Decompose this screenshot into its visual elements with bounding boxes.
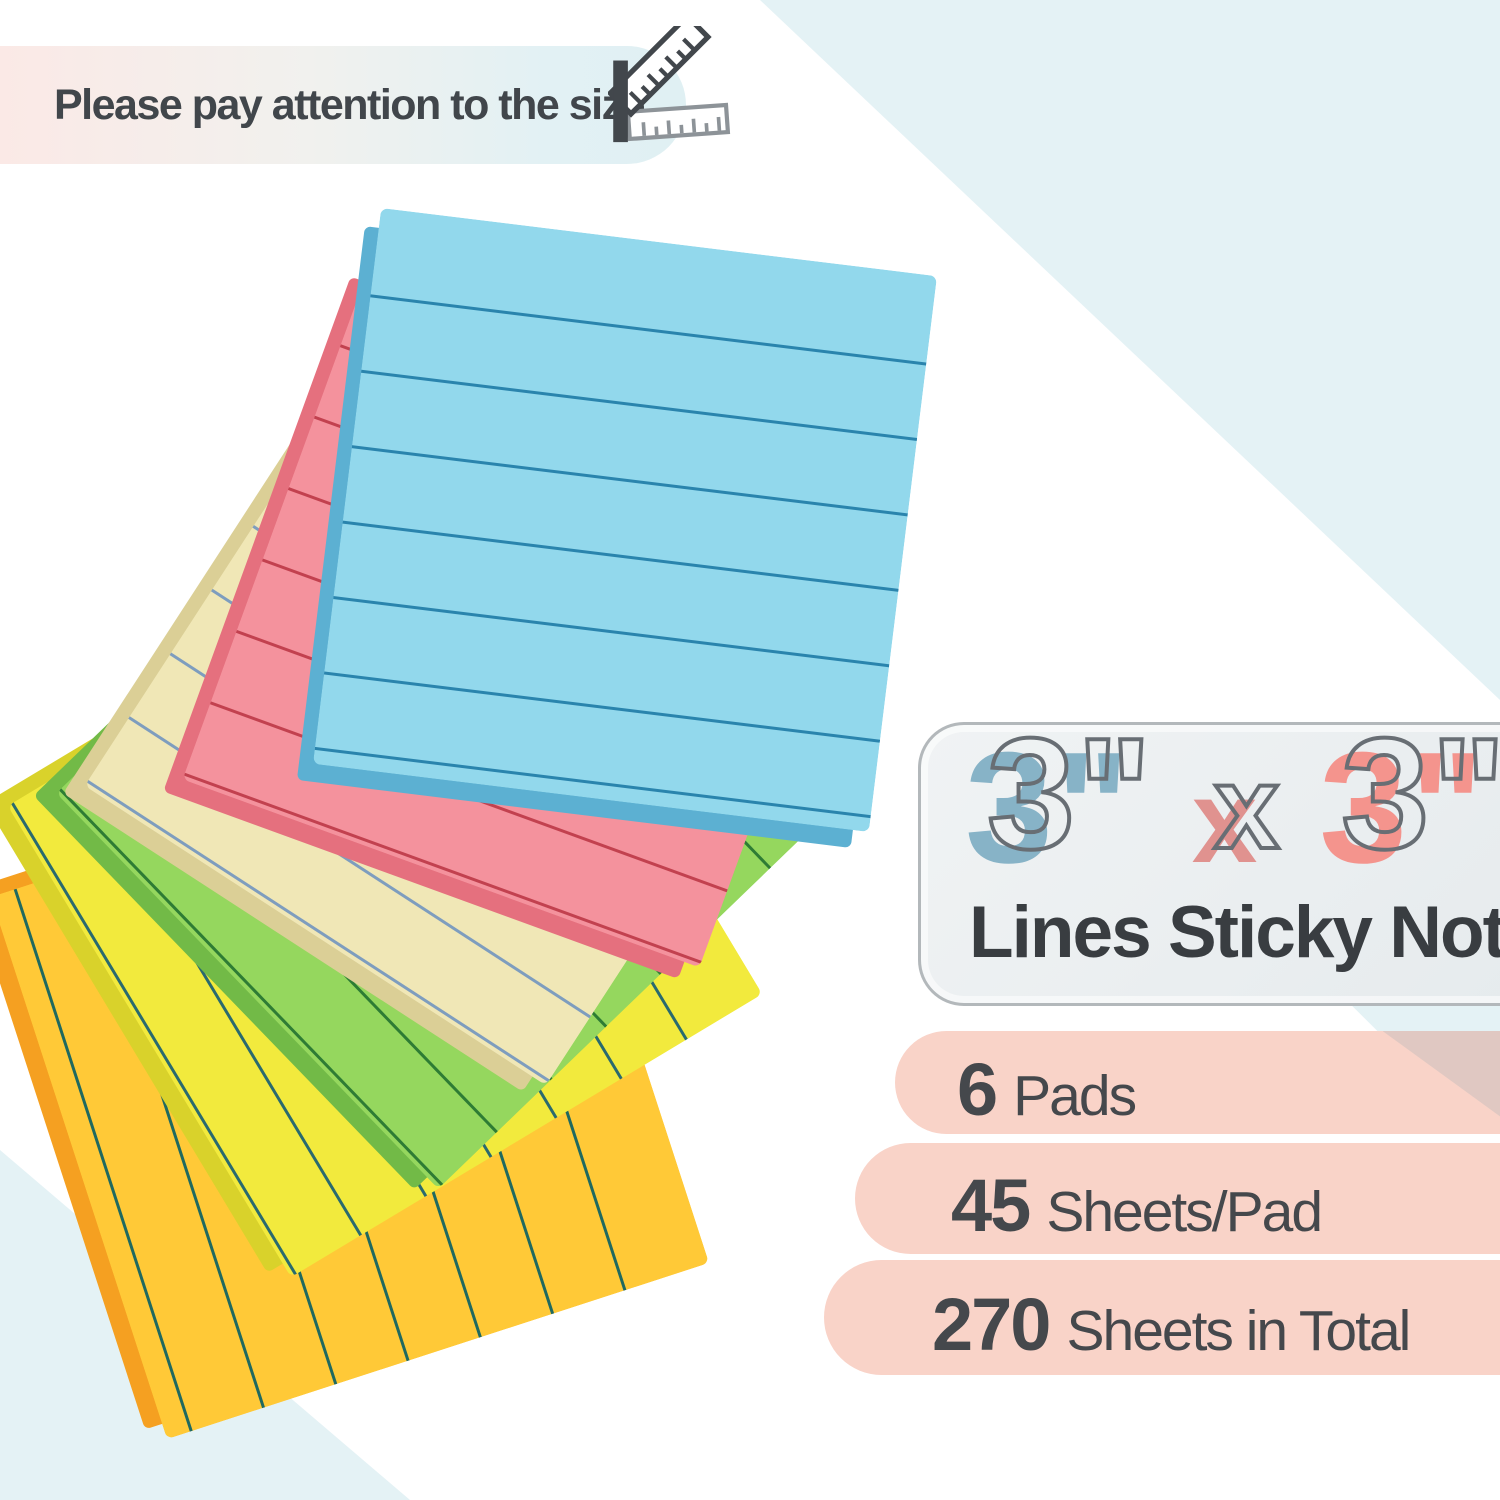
sticky-pad-blue: [312, 207, 938, 833]
ruler-icon: [608, 26, 731, 143]
background-diagonal-sliver: [1351, 1005, 1500, 1032]
banner-text: Please pay attention to the size: [54, 80, 646, 129]
stat-label: Pads: [1013, 1064, 1137, 1128]
size-x-value: x: [1191, 756, 1260, 888]
stat-pill-sheets-per-pad: 45 Sheets/Pad: [855, 1143, 1500, 1254]
size-card: 3" x 3" 3" x 3" Lines Sticky Notes: [918, 713, 1500, 1006]
stat-label: Sheets/Pad: [1046, 1180, 1323, 1244]
product-title: Lines Sticky Notes: [969, 892, 1500, 973]
stat-label: Sheets in Total: [1066, 1299, 1411, 1363]
size-text: 3" x 3": [965, 729, 1486, 887]
size-text-outline: 3" x 3": [985, 706, 1500, 882]
stat-number: 6: [957, 1048, 998, 1131]
size-first-value: 3": [965, 720, 1132, 896]
stat-pill-total-sheets: 270 Sheets in Total: [824, 1260, 1500, 1375]
stat-number: 270: [932, 1283, 1051, 1366]
stat-pill-pads: 6 Pads: [895, 1031, 1500, 1134]
size-attention-banner: Please pay attention to the size: [0, 46, 686, 164]
size-second-value: 3": [1319, 720, 1487, 896]
stat-number: 45: [951, 1164, 1031, 1247]
